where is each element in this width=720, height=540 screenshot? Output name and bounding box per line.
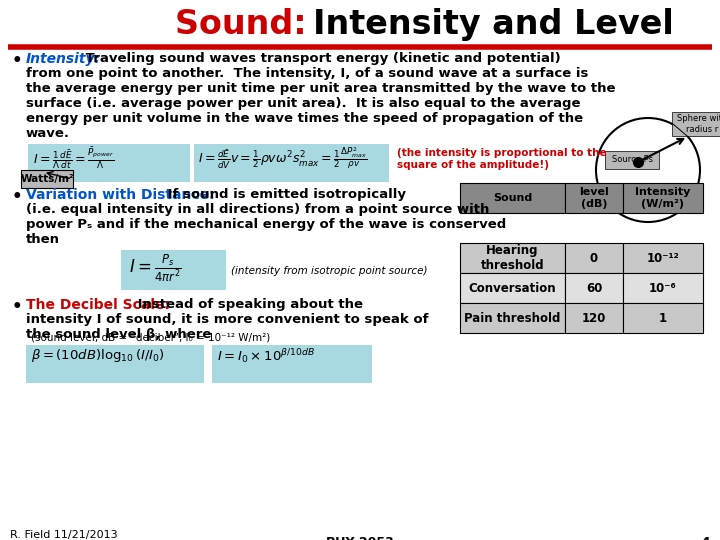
Text: The Decibel Scale:: The Decibel Scale: [26, 298, 170, 312]
FancyBboxPatch shape [460, 303, 565, 333]
Text: 0: 0 [590, 252, 598, 265]
Text: $I = \frac{1}{\Lambda}\frac{d\bar{E}}{dt} = \frac{\bar{P}_{power}}{\Lambda}$: $I = \frac{1}{\Lambda}\frac{d\bar{E}}{dt… [33, 146, 114, 172]
FancyBboxPatch shape [212, 345, 372, 383]
Text: from one point to another.  The intensity, I, of a sound wave at a surface is: from one point to another. The intensity… [26, 67, 588, 80]
FancyBboxPatch shape [565, 183, 623, 213]
Text: (the intensity is proportional to the
square of the amplitude!): (the intensity is proportional to the sq… [397, 148, 607, 170]
FancyBboxPatch shape [565, 243, 623, 273]
FancyBboxPatch shape [623, 243, 703, 273]
Text: PHY 2053: PHY 2053 [326, 536, 394, 540]
Text: 120: 120 [582, 312, 606, 325]
Text: 1: 1 [659, 312, 667, 325]
Text: $\beta = (10dB)\log_{10}(I/I_0)$: $\beta = (10dB)\log_{10}(I/I_0)$ [31, 347, 165, 364]
Text: 10⁻⁶: 10⁻⁶ [649, 281, 677, 294]
FancyBboxPatch shape [565, 303, 623, 333]
Text: R. Field 11/21/2013: R. Field 11/21/2013 [10, 530, 117, 540]
Text: 60: 60 [586, 281, 602, 294]
Text: Intensity:: Intensity: [26, 52, 101, 66]
Text: Intensity
(W/m²): Intensity (W/m²) [635, 187, 690, 209]
Text: the sound level β, where: the sound level β, where [26, 328, 212, 341]
Text: Sound:: Sound: [175, 8, 318, 41]
FancyBboxPatch shape [672, 112, 720, 136]
FancyBboxPatch shape [460, 243, 565, 273]
Text: Conversation: Conversation [469, 281, 557, 294]
Text: then: then [26, 233, 60, 246]
FancyBboxPatch shape [21, 170, 73, 188]
Text: Variation with Distance:: Variation with Distance: [26, 188, 215, 202]
Text: If sound is emitted isotropically: If sound is emitted isotropically [163, 188, 406, 201]
Text: Hearing
threshold: Hearing threshold [481, 244, 544, 272]
Text: Sound: Sound [493, 193, 532, 203]
Text: the average energy per unit time per unit area transmitted by the wave to the: the average energy per unit time per uni… [26, 82, 616, 95]
Text: 10⁻¹²: 10⁻¹² [647, 252, 680, 265]
FancyBboxPatch shape [623, 303, 703, 333]
Text: (intensity from isotropic point source): (intensity from isotropic point source) [231, 266, 428, 276]
Text: energy per unit volume in the wave times the speed of propagation of the: energy per unit volume in the wave times… [26, 112, 583, 125]
FancyBboxPatch shape [605, 151, 659, 169]
Text: power Pₛ and if the mechanical energy of the wave is conserved: power Pₛ and if the mechanical energy of… [26, 218, 506, 231]
Text: $I = \frac{d\bar{E}}{dV}v = \frac{1}{2}\rho v\omega^2 s^2_{max} = \frac{1}{2}\fr: $I = \frac{d\bar{E}}{dV}v = \frac{1}{2}\… [198, 146, 367, 171]
FancyBboxPatch shape [460, 183, 565, 213]
Text: $I = I_0 \times 10^{\beta/10dB}$: $I = I_0 \times 10^{\beta/10dB}$ [217, 347, 315, 365]
Text: (sound level, dB = “decibel”, I₀ = 10⁻¹² W/m²): (sound level, dB = “decibel”, I₀ = 10⁻¹²… [31, 333, 270, 343]
Text: Instead of speaking about the: Instead of speaking about the [133, 298, 363, 311]
FancyBboxPatch shape [26, 345, 204, 383]
Text: Traveling sound waves transport energy (kinetic and potential): Traveling sound waves transport energy (… [81, 52, 561, 65]
FancyBboxPatch shape [121, 250, 226, 290]
Text: Sphere with
radius r: Sphere with radius r [677, 114, 720, 134]
Text: Source Ps: Source Ps [611, 156, 652, 165]
FancyBboxPatch shape [623, 183, 703, 213]
Text: (i.e. equal intensity in all directions) from a point source with: (i.e. equal intensity in all directions)… [26, 203, 490, 216]
FancyBboxPatch shape [565, 273, 623, 303]
Text: •: • [12, 188, 22, 206]
FancyBboxPatch shape [28, 144, 190, 182]
Text: level
(dB): level (dB) [579, 187, 609, 209]
Text: $I = \frac{P_s}{4\pi r^2}$: $I = \frac{P_s}{4\pi r^2}$ [129, 252, 181, 284]
Text: •: • [12, 52, 22, 70]
Text: Intensity and Level: Intensity and Level [313, 8, 674, 41]
FancyBboxPatch shape [194, 144, 389, 182]
FancyBboxPatch shape [460, 273, 565, 303]
Text: surface (i.e. average power per unit area).  It is also equal to the average: surface (i.e. average power per unit are… [26, 97, 580, 110]
Text: intensity I of sound, it is more convenient to speak of: intensity I of sound, it is more conveni… [26, 313, 428, 326]
FancyBboxPatch shape [623, 273, 703, 303]
Text: 4: 4 [701, 536, 710, 540]
Text: Pain threshold: Pain threshold [464, 312, 561, 325]
Text: wave.: wave. [26, 127, 70, 140]
Text: •: • [12, 298, 22, 316]
Text: Watts/m²: Watts/m² [20, 174, 73, 184]
